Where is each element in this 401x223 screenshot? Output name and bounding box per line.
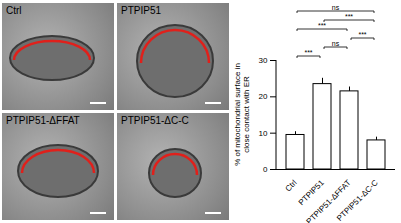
svg-text:0: 0 — [263, 165, 268, 174]
html-text:PTPIP51: PTPIP51 — [121, 5, 161, 16]
svg-text:% of mitochondrial surface inc: % of mitochondrial surface inclose conta… — [233, 63, 251, 166]
svg-text:***: *** — [358, 31, 366, 38]
svg-text:20: 20 — [259, 92, 268, 101]
svg-text:30: 30 — [259, 56, 268, 65]
svg-text:PTPIP51: PTPIP51 — [296, 178, 326, 208]
svg-text:10: 10 — [259, 129, 268, 138]
svg-text:***: *** — [345, 13, 353, 20]
svg-text:***: *** — [318, 22, 326, 29]
svg-text:ns: ns — [332, 40, 340, 47]
svg-text:***: *** — [304, 49, 312, 56]
svg-text:Ctrl: Ctrl — [284, 178, 299, 193]
html-text:PTPIP51-ΔC-C: PTPIP51-ΔC-C — [121, 115, 189, 126]
html-text:PTPIP51-ΔFFAT: PTPIP51-ΔFFAT — [6, 115, 80, 126]
svg-text:PTPIP51-ΔC-C: PTPIP51-ΔC-C — [335, 178, 380, 223]
svg-text:ns: ns — [332, 4, 340, 11]
html-text:Ctrl: Ctrl — [6, 5, 22, 16]
